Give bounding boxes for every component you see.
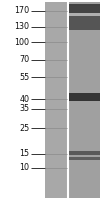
Bar xyxy=(69,157,100,160)
Bar xyxy=(69,151,100,155)
Bar xyxy=(69,6,100,16)
Text: 10: 10 xyxy=(20,163,30,172)
Text: 35: 35 xyxy=(19,104,30,113)
Text: 40: 40 xyxy=(20,95,30,104)
Text: 25: 25 xyxy=(19,124,30,133)
Bar xyxy=(69,2,100,198)
Bar xyxy=(69,4,100,13)
Text: 100: 100 xyxy=(15,38,30,47)
Bar xyxy=(69,16,100,30)
Text: 70: 70 xyxy=(19,55,30,64)
Text: 55: 55 xyxy=(19,73,30,82)
Bar xyxy=(45,2,67,198)
Text: 15: 15 xyxy=(19,149,30,158)
Text: 170: 170 xyxy=(14,6,30,15)
Text: 130: 130 xyxy=(15,22,30,31)
Bar xyxy=(69,93,100,101)
